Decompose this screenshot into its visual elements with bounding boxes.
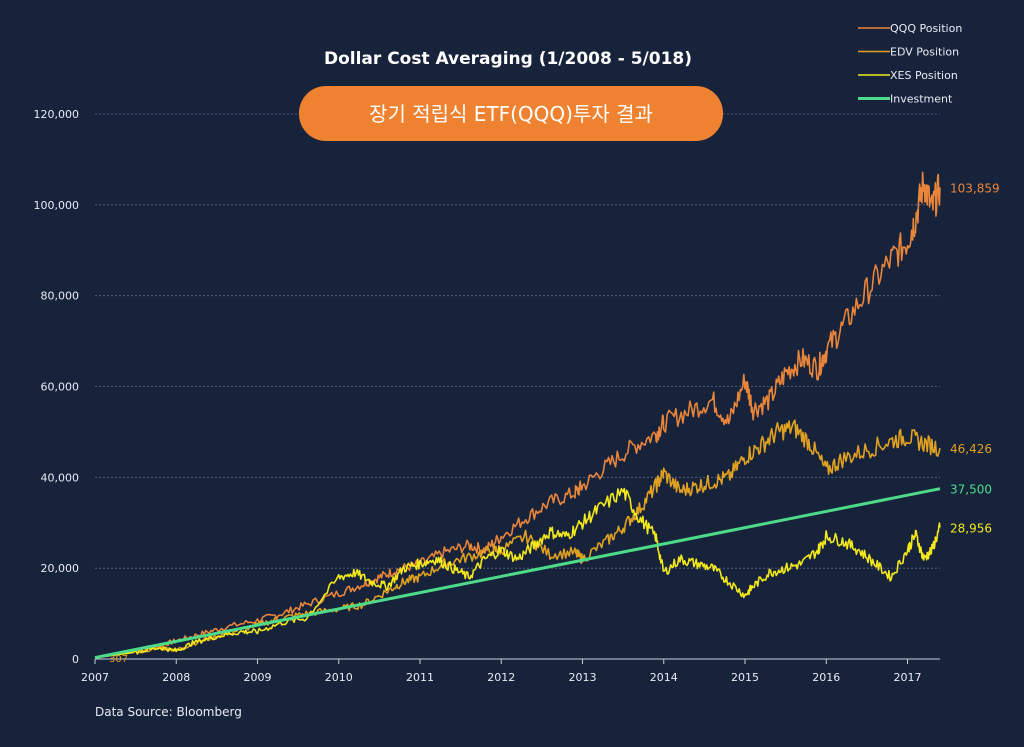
banner: 장기 적립식 ETF(QQQ)투자 결과 (299, 86, 723, 141)
end-value-label: 103,859 (950, 181, 1000, 195)
x-tick-label: 2009 (244, 671, 272, 684)
y-tick-label: 60,000 (41, 381, 80, 394)
start-value-label: 307 (109, 654, 128, 665)
banner-shape (299, 86, 723, 141)
grid (95, 113, 940, 569)
y-tick-label: 100,000 (34, 199, 80, 212)
end-value-label: 37,500 (950, 483, 992, 497)
x-tick-label: 2015 (731, 671, 759, 684)
legend: QQQ Position EDV Position XES Position Inve… (858, 22, 962, 106)
legend-label: Investment (890, 93, 953, 106)
series-group (94, 171, 941, 660)
series-line-investment (94, 487, 941, 660)
x-tick-label: 2017 (894, 671, 922, 684)
x-tick-label: 2007 (81, 671, 109, 684)
x-tick-label: 2008 (162, 671, 190, 684)
legend-label: QQQ Position (890, 22, 962, 35)
y-tick-label: 80,000 (41, 290, 80, 303)
legend-label: EDV Position (890, 46, 959, 59)
axes: 0 20,000 40,000 60,000 80,000 100,000 120,000 2… (34, 108, 940, 684)
series-line-qqq-position (94, 171, 941, 659)
end-labels: 103,859 46,426 28,956 37,500 (950, 181, 1000, 535)
end-value-label: 46,426 (950, 442, 992, 456)
y-tick-label: 0 (72, 653, 79, 666)
x-tick-label: 2016 (812, 671, 840, 684)
x-tick-label: 2012 (487, 671, 515, 684)
chart-title: Dollar Cost Averaging (1/2008 - 5/018) (324, 49, 692, 69)
y-tick-label: 20,000 (41, 562, 80, 575)
end-value-label: 28,956 (950, 521, 992, 535)
x-tick-label: 2010 (325, 671, 353, 684)
x-tick-label: 2014 (650, 671, 678, 684)
y-tick-label: 120,000 (34, 108, 80, 121)
x-tick-label: 2013 (569, 671, 597, 684)
x-tick-label: 2011 (406, 671, 434, 684)
banner-text: 장기 적립식 ETF(QQQ)투자 결과 (369, 102, 653, 126)
y-tick-label: 40,000 (41, 471, 80, 484)
data-source: Data Source: Bloomberg (95, 705, 242, 719)
legend-label: XES Position (890, 69, 958, 82)
